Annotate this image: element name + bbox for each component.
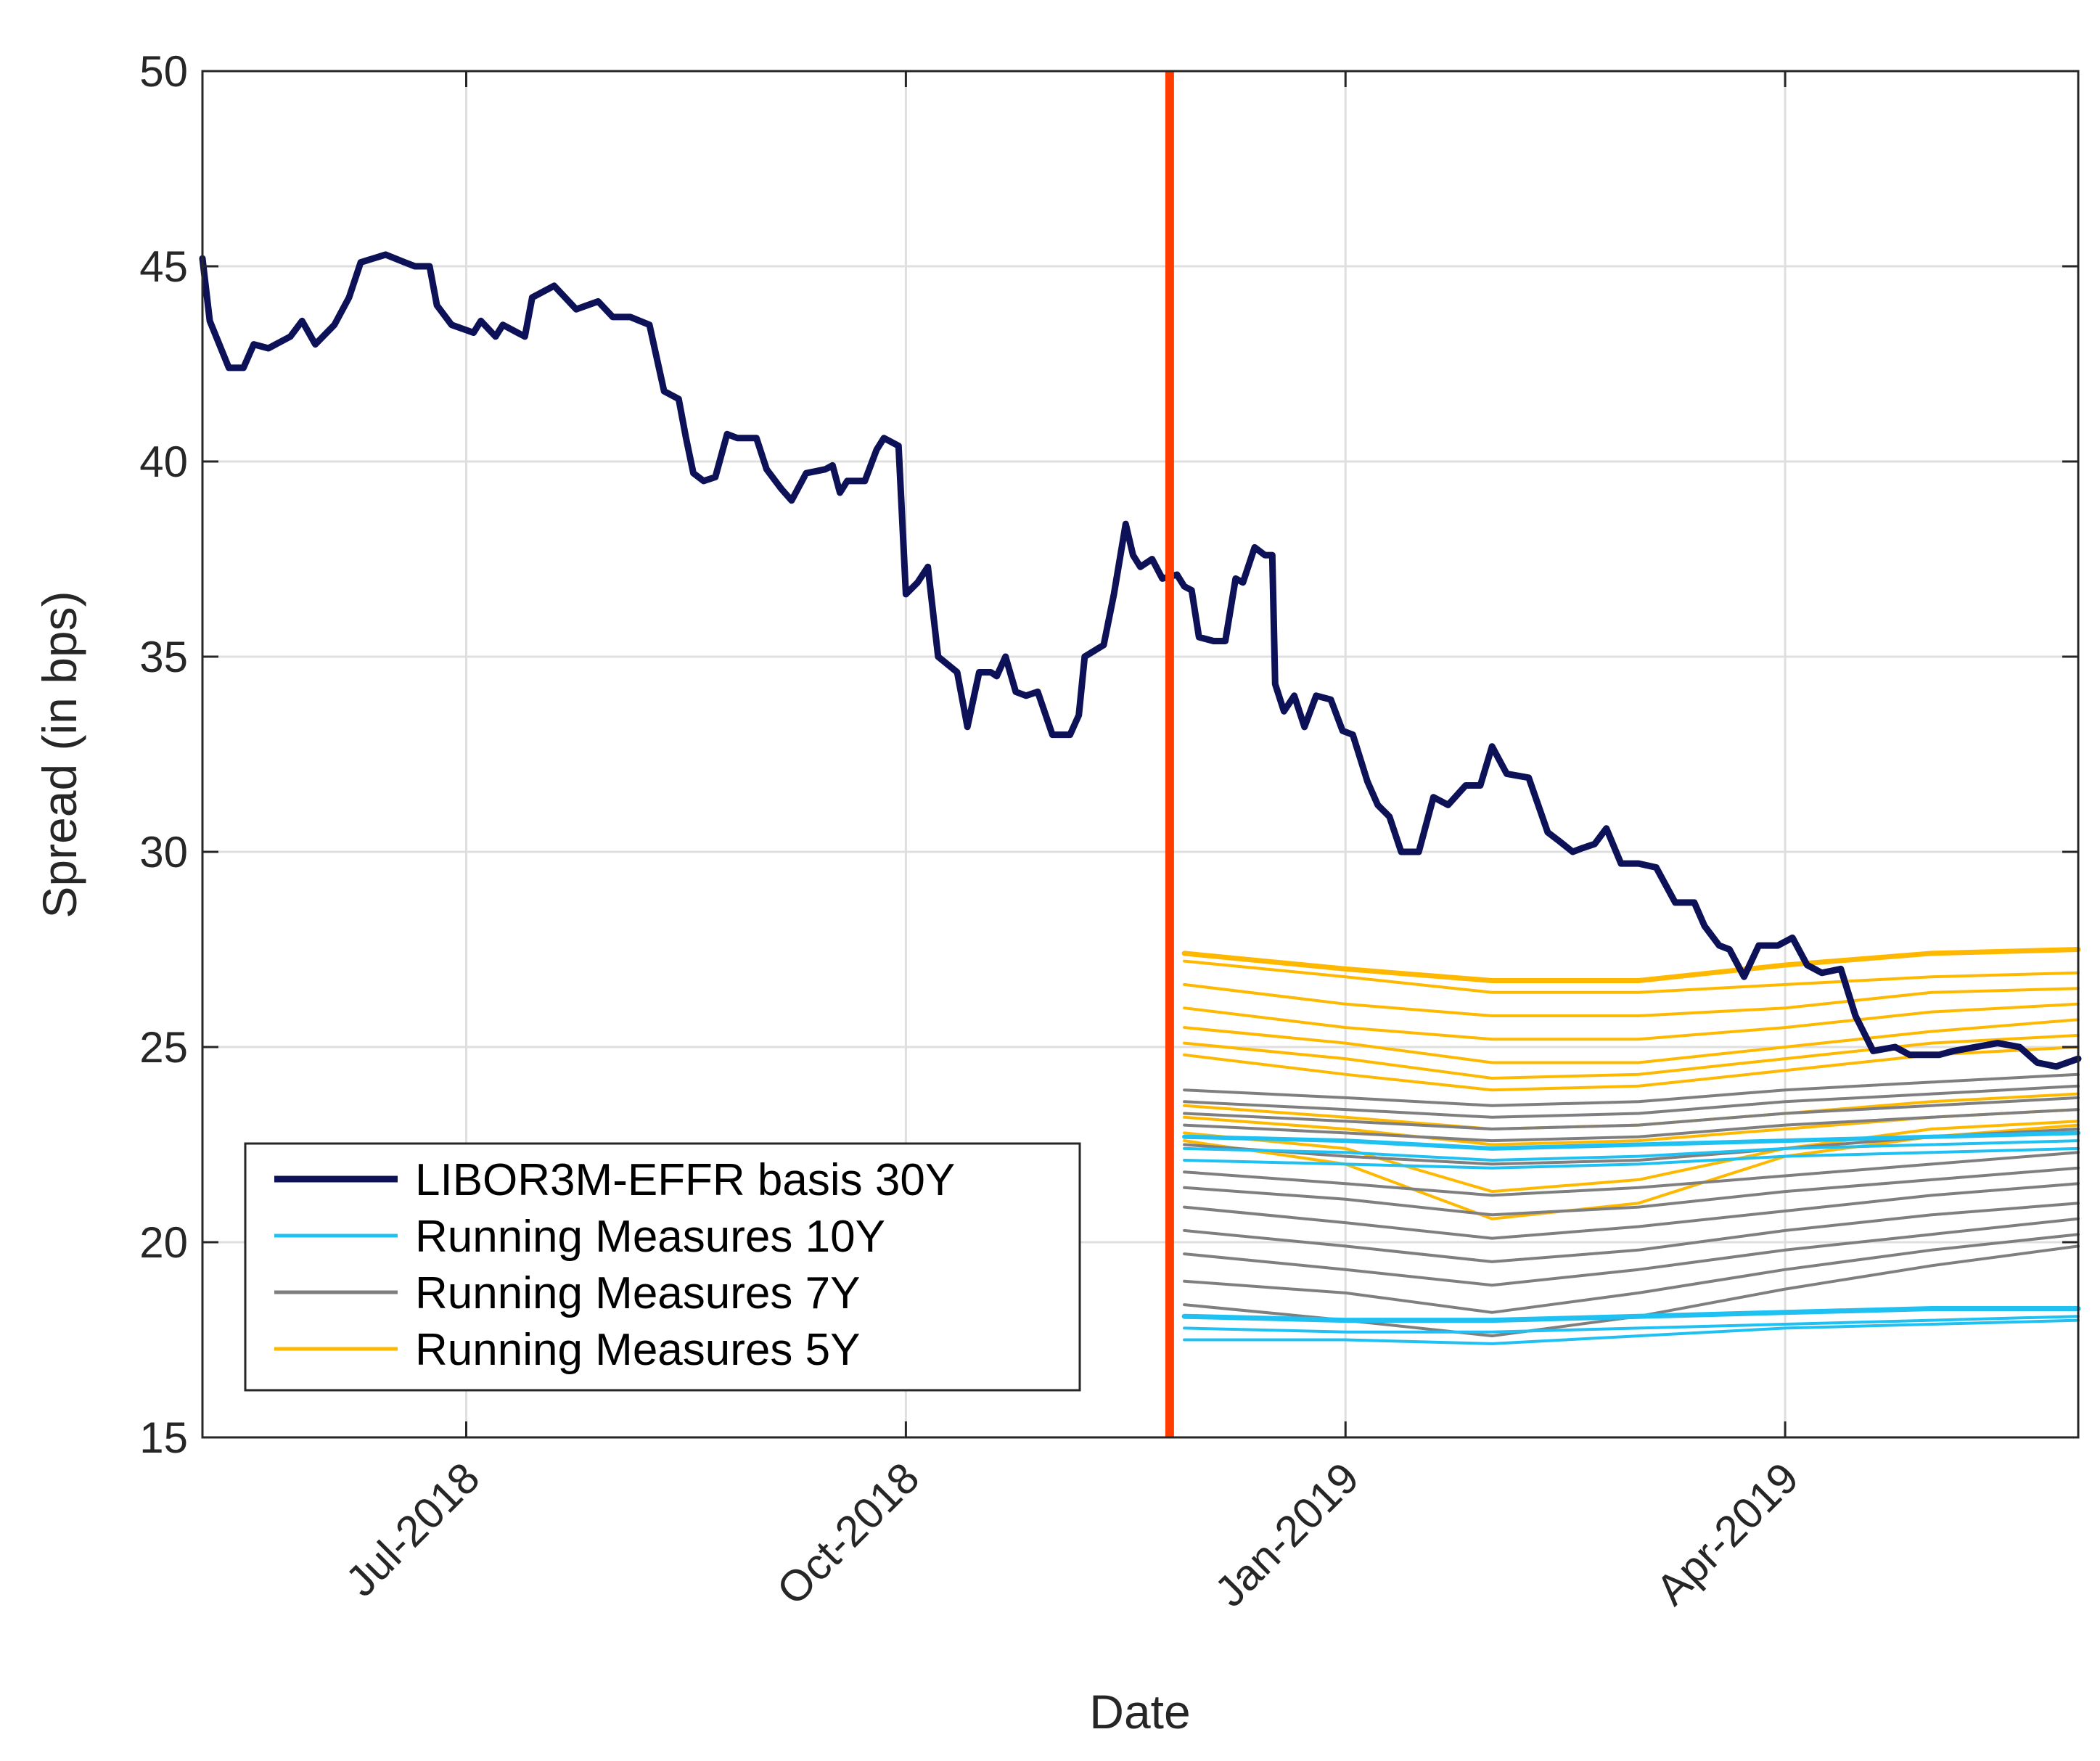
x-tick-labels: Jul-2018 Oct-2018 Jan-2019 Apr-2019 [337, 1453, 1808, 1616]
x-tick-label: Jul-2018 [337, 1453, 489, 1606]
series-line-running-measures-5y [1183, 1002, 2080, 1041]
x-tick-label: Jan-2019 [1205, 1453, 1368, 1616]
series-line-running-measures-10y [1183, 1139, 2080, 1162]
series-line-running-measures-10y [1183, 1318, 2080, 1345]
y-tick-label: 30 [139, 828, 188, 877]
series-line-running-measures-10y [1182, 1130, 2080, 1151]
series-line-libor3m-effr-basis-30y [199, 251, 2082, 1070]
series-line-running-measures-7y [1183, 1182, 2080, 1240]
series-line-running-measures-5y [1183, 959, 2080, 994]
legend-label-libor: LIBOR3M-EFFR basis 30Y [415, 1155, 955, 1205]
y-tick-label: 50 [139, 47, 188, 96]
series-group [199, 251, 2082, 1345]
x-tick-label: Oct-2018 [768, 1453, 929, 1614]
series-line-running-measures-10y [1183, 1146, 2080, 1170]
series-line-running-measures-5y [1181, 947, 2081, 983]
series-line-running-measures-5y [1183, 1120, 2080, 1194]
y-tick-labels: 15 20 25 30 35 40 45 50 [139, 47, 188, 1462]
y-axis-title: Spread (in bps) [33, 591, 86, 918]
legend: LIBOR3M-EFFR basis 30Y Running Measures … [244, 1142, 1081, 1392]
series-line-running-measures-7y [1183, 1166, 2080, 1217]
series-line-running-measures-10y [1181, 1306, 2081, 1323]
y-tick-label: 40 [139, 438, 188, 486]
x-axis-title: Date [1089, 1685, 1190, 1739]
series-line-running-measures-10y [1183, 1315, 2080, 1334]
series-line-running-measures-5y [1183, 1018, 2080, 1064]
y-tick-label: 20 [139, 1218, 188, 1267]
series-line-running-measures-7y [1183, 1108, 2080, 1143]
series-line-running-measures-7y [1183, 1151, 2080, 1197]
axis-ticks [202, 70, 2078, 1439]
legend-label-7y: Running Measures 7Y [415, 1268, 860, 1318]
series-line-running-measures-5y [1183, 1033, 2080, 1080]
series-line-running-measures-7y [1183, 1096, 2080, 1130]
series-line-running-measures-7y [1183, 1072, 2080, 1107]
series-line-running-measures-7y [1183, 1084, 2080, 1119]
y-tick-label: 45 [139, 242, 188, 291]
y-tick-label: 25 [139, 1023, 188, 1072]
x-tick-label: Apr-2019 [1646, 1453, 1808, 1614]
series-line-running-measures-7y [1183, 1233, 2080, 1314]
legend-label-5y: Running Measures 5Y [415, 1325, 860, 1375]
series-line-running-measures-7y [1183, 1202, 2080, 1263]
y-tick-label: 35 [139, 633, 188, 681]
legend-label-10y: Running Measures 10Y [415, 1212, 885, 1262]
series-line-running-measures-7y [1183, 1217, 2080, 1287]
series-line-running-measures-5y [1183, 982, 2080, 1017]
y-tick-label: 15 [139, 1413, 188, 1462]
plot-frame [201, 70, 2080, 1439]
